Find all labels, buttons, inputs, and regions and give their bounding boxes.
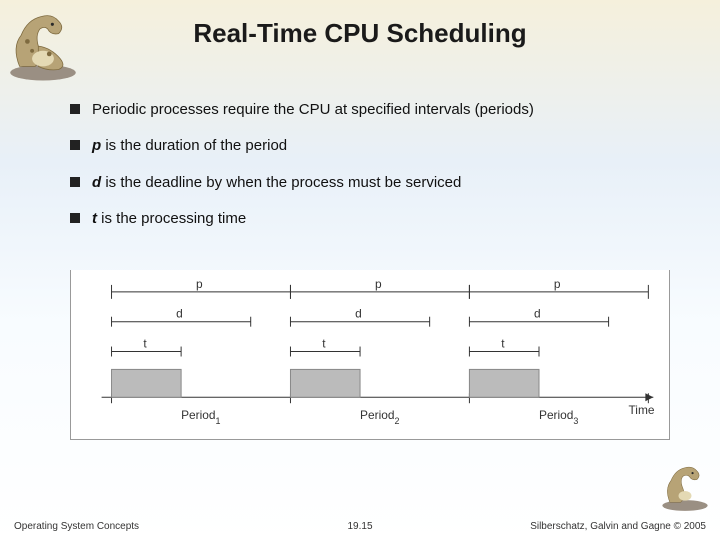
square-bullet-icon bbox=[70, 104, 80, 114]
bullet-text: t is the processing time bbox=[92, 209, 246, 229]
bullet-item: d is the deadline by when the process mu… bbox=[70, 173, 690, 193]
slide: Real-Time CPU Scheduling Periodic proces… bbox=[0, 0, 720, 540]
svg-text:d: d bbox=[534, 307, 541, 321]
svg-text:Time: Time bbox=[628, 403, 654, 417]
footer-right: Silberschatz, Galvin and Gagne © 2005 bbox=[530, 521, 706, 532]
svg-text:p: p bbox=[196, 277, 203, 291]
svg-text:p: p bbox=[554, 277, 561, 291]
square-bullet-icon bbox=[70, 140, 80, 150]
bullet-text: d is the deadline by when the process mu… bbox=[92, 173, 461, 193]
slide-title: Real-Time CPU Scheduling bbox=[0, 18, 720, 49]
bullet-item: p is the duration of the period bbox=[70, 136, 690, 156]
bullet-text: p is the duration of the period bbox=[92, 136, 287, 156]
svg-text:p: p bbox=[375, 277, 382, 291]
footer: Operating System Concepts 19.15 Silbersc… bbox=[0, 514, 720, 532]
bullet-list: Periodic processes require the CPU at sp… bbox=[70, 100, 690, 245]
square-bullet-icon bbox=[70, 177, 80, 187]
svg-text:d: d bbox=[355, 307, 362, 321]
dinosaur-logo-bottom-right bbox=[658, 458, 712, 512]
bullet-text: Periodic processes require the CPU at sp… bbox=[92, 100, 534, 120]
square-bullet-icon bbox=[70, 213, 80, 223]
periodic-timing-diagram: TimePeriod1Period2Period3pppdddttt bbox=[70, 270, 670, 440]
bullet-item: t is the processing time bbox=[70, 209, 690, 229]
bullet-item: Periodic processes require the CPU at sp… bbox=[70, 100, 690, 120]
svg-text:d: d bbox=[176, 307, 183, 321]
